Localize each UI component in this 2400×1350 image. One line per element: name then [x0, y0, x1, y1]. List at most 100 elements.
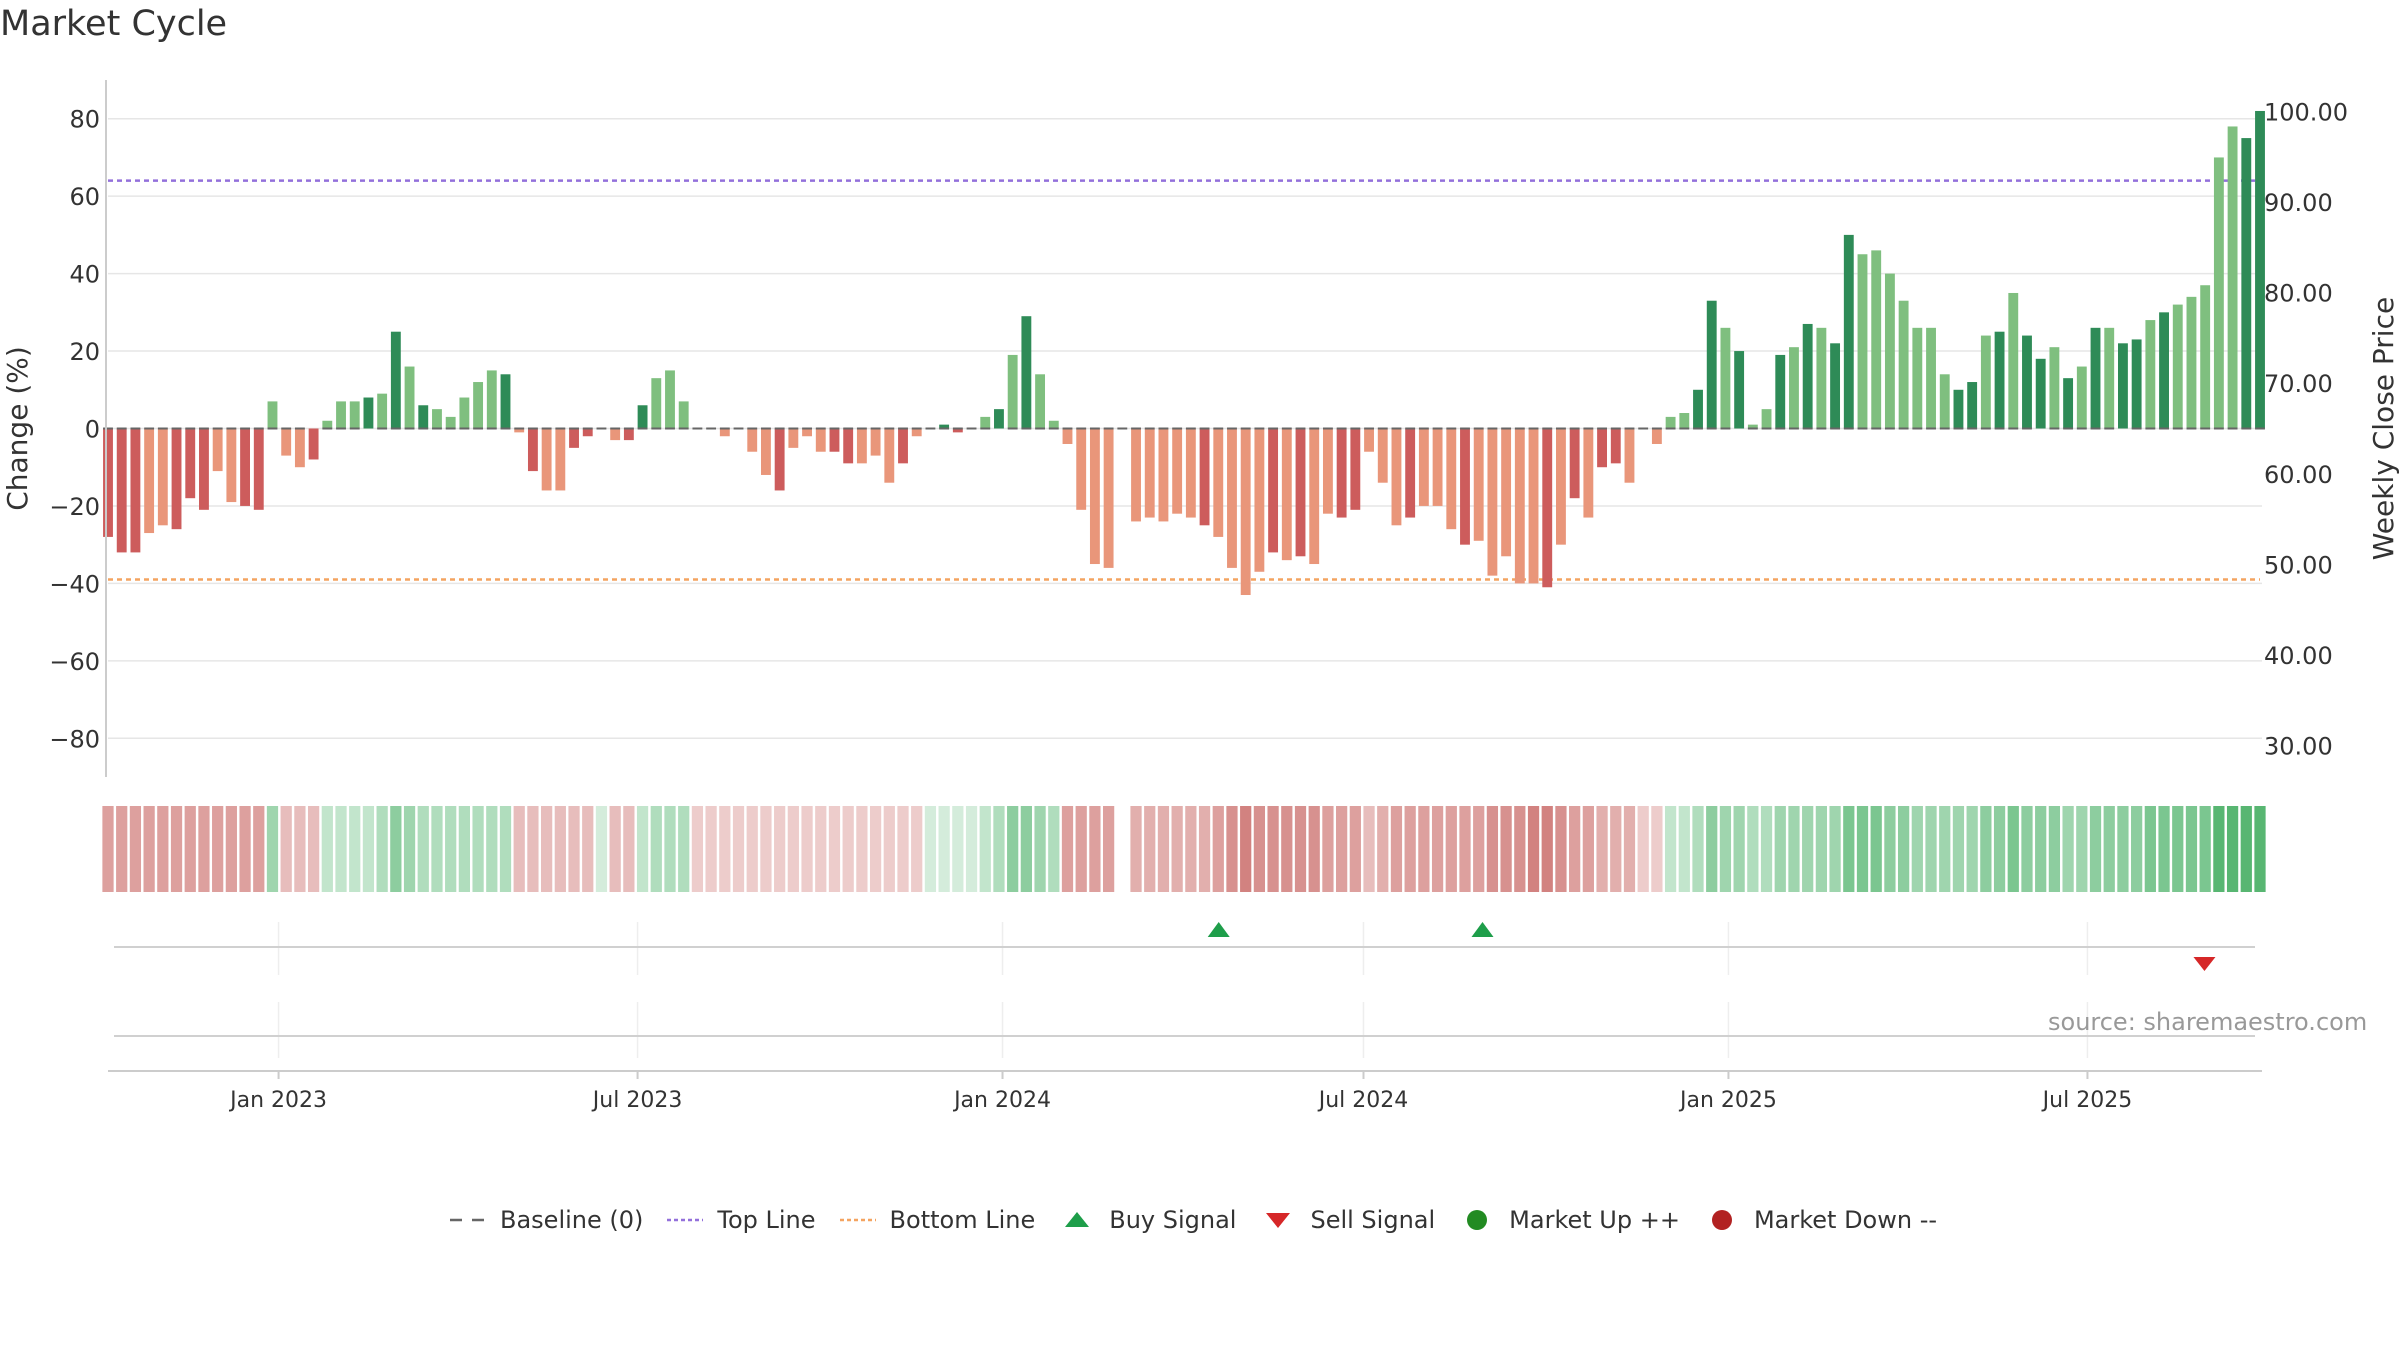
strip-cell	[1390, 806, 1403, 892]
strip-cell	[541, 806, 553, 892]
bar	[856, 428, 867, 464]
bar	[884, 428, 895, 483]
bar	[2049, 347, 2060, 429]
y2-tick-label: 40.00	[2264, 642, 2333, 670]
bar	[1322, 428, 1333, 514]
strip-cell	[1637, 806, 1649, 892]
strip-cell	[719, 806, 731, 892]
legend-item[interactable]: Sell Signal	[1258, 1206, 1435, 1234]
bar	[1528, 428, 1539, 584]
strip-cell	[1130, 806, 1142, 892]
bar	[1350, 428, 1361, 510]
bar	[1405, 428, 1416, 518]
strip-cell	[198, 806, 210, 892]
strip-cell	[1308, 806, 1320, 892]
bar	[1144, 428, 1155, 518]
strip-cell	[1020, 806, 1032, 892]
bar	[130, 428, 141, 553]
bar	[2145, 320, 2156, 429]
strip-cell	[2185, 806, 2198, 892]
bar	[1281, 428, 1292, 561]
strip-cell	[499, 806, 512, 892]
sell-signal-marker	[2193, 957, 2216, 971]
strip-cell	[266, 806, 279, 892]
bar	[1364, 428, 1374, 452]
strip-cell	[1829, 806, 1841, 892]
bar	[1007, 354, 1018, 429]
legend-item[interactable]: Top Line	[665, 1206, 816, 1234]
y2-tick-label: 70.00	[2264, 370, 2333, 398]
legend-item[interactable]: Baseline (0)	[448, 1206, 643, 1234]
bar	[1131, 428, 1141, 522]
bar	[1789, 347, 1799, 429]
strip-cell	[1555, 806, 1567, 892]
legend-item[interactable]: Bottom Line	[838, 1206, 1035, 1234]
bar	[952, 428, 963, 433]
strip-cell	[239, 806, 251, 892]
bar	[2200, 285, 2211, 429]
strip-cell	[897, 806, 909, 892]
bar	[1610, 428, 1621, 464]
y2-tick-label: 80.00	[2264, 280, 2333, 308]
bar	[1597, 428, 1607, 468]
bar	[2227, 126, 2238, 429]
bar	[911, 428, 922, 437]
strip-cell	[2089, 806, 2102, 892]
bar	[500, 374, 511, 429]
bar	[610, 428, 621, 441]
x-tick-label: Jan 2025	[1678, 1088, 1777, 1113]
strip-cell	[157, 806, 169, 892]
strip-cell	[1856, 806, 1869, 892]
bar	[761, 428, 771, 475]
bar	[377, 393, 388, 429]
bar	[281, 428, 292, 456]
strip-cell	[1322, 806, 1334, 892]
strip-cell	[746, 806, 758, 892]
bar	[1624, 428, 1635, 483]
strip-cell	[2213, 806, 2225, 892]
strip-cell	[1980, 806, 1992, 892]
buy-signal-marker	[1471, 922, 1494, 937]
bar	[2117, 343, 2128, 429]
strip-cell	[883, 806, 895, 892]
strip-cell	[2131, 806, 2143, 892]
x-axis: Jan 2023 Jul 2023 Jan 2024 Jul 2024 Jan 2025…	[108, 1070, 2262, 1113]
legend-item[interactable]: Market Up ++	[1457, 1206, 1680, 1234]
bar	[747, 428, 758, 452]
strip-cell	[2035, 806, 2047, 892]
legend-item[interactable]: Buy Signal	[1057, 1206, 1236, 1234]
legend-item[interactable]: Market Down --	[1702, 1206, 1937, 1234]
heat-strip	[102, 806, 2266, 892]
strip-cell	[1747, 806, 1759, 892]
strip-cell	[1061, 806, 1074, 892]
y-tick-label: 40	[69, 261, 100, 289]
strip-cell	[1198, 806, 1211, 892]
strip-cell	[1733, 806, 1745, 892]
chart-legend: Baseline (0) Top Line Bottom Line Buy Signa…	[448, 1200, 1959, 1240]
strip-cell	[1500, 806, 1512, 892]
strip-cell	[1267, 806, 1279, 892]
dotted-line-icon	[838, 1208, 878, 1232]
bar	[2035, 358, 2046, 429]
strip-cell	[376, 806, 388, 892]
strip-cell	[1473, 806, 1485, 892]
bar	[1926, 327, 1936, 429]
bar	[103, 428, 113, 537]
strip-cell	[431, 806, 443, 892]
bar	[1432, 428, 1443, 506]
chart-title: Market Cycle	[0, 4, 228, 44]
bar	[1185, 428, 1196, 518]
bar	[2090, 327, 2101, 429]
strip-cell	[486, 806, 498, 892]
strip-cell	[1089, 806, 1101, 892]
strip-cell	[1102, 806, 1115, 892]
strip-cell	[1569, 806, 1581, 892]
bar	[829, 428, 840, 452]
bar	[1268, 428, 1279, 553]
bar	[1706, 300, 1717, 429]
bar	[939, 424, 950, 429]
strip-cell	[1377, 806, 1389, 892]
strip-cell	[1349, 806, 1361, 892]
buy-signal-marker	[1207, 922, 1230, 937]
legend-label: Buy Signal	[1109, 1206, 1237, 1234]
